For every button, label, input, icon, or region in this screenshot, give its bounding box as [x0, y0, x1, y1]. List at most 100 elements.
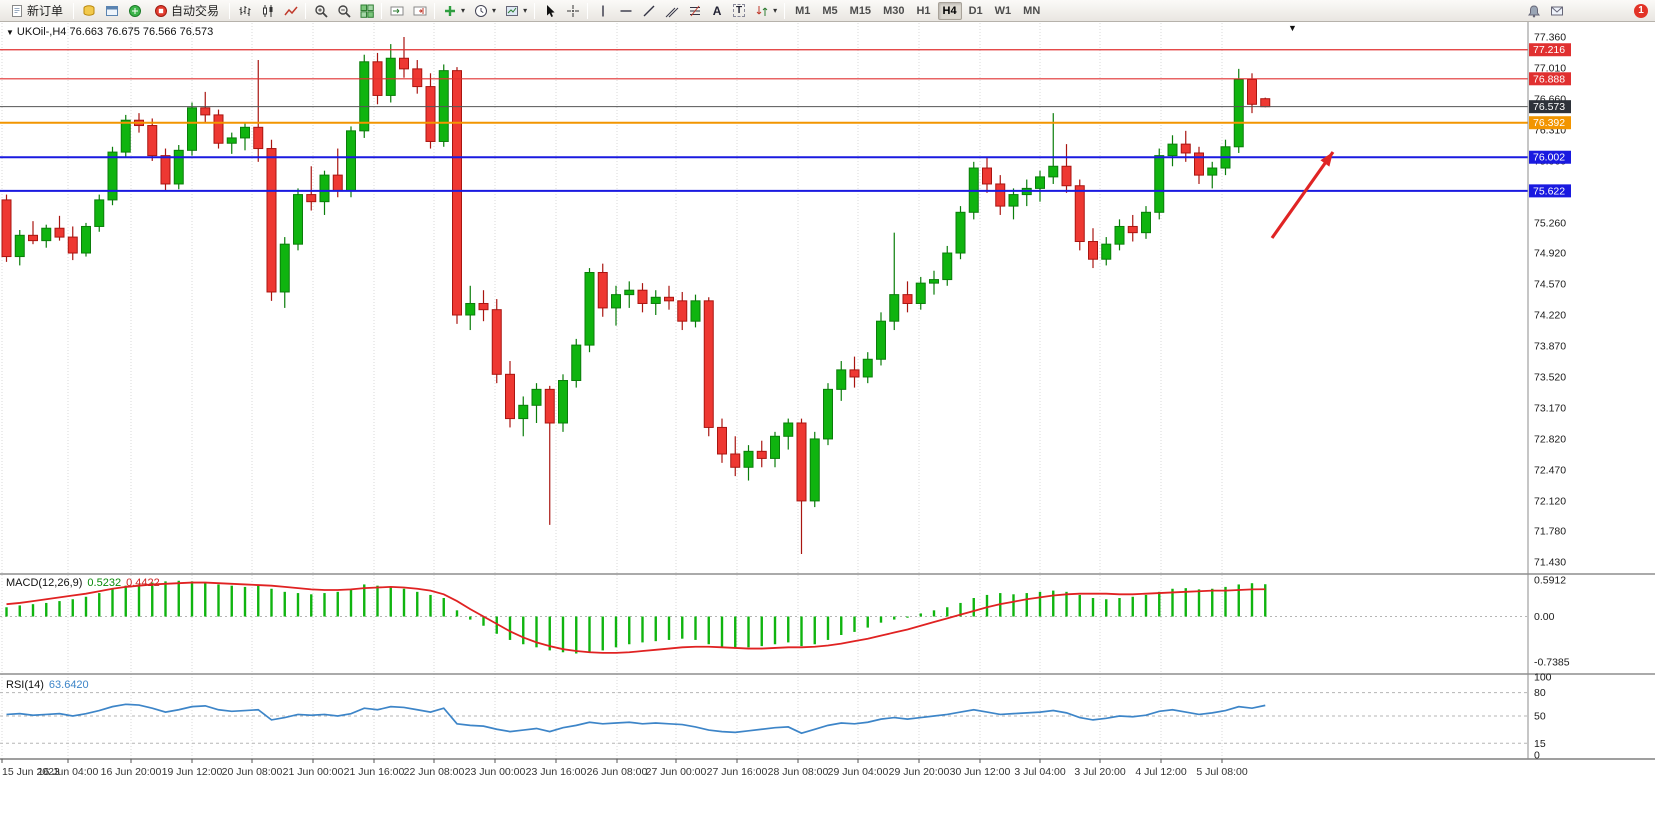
rsi-line: [6, 703, 1266, 735]
label-tool-button[interactable]: T: [728, 1, 750, 21]
zoom-in-button[interactable]: [309, 1, 332, 21]
trend-arrow-head[interactable]: [1320, 152, 1333, 167]
rsi-indicator-label: RSI(14) 63.6420: [6, 679, 89, 691]
price-axis[interactable]: [1528, 22, 1655, 759]
toolbar-separator: [434, 2, 436, 19]
bell-icon[interactable]: [1526, 3, 1541, 18]
candle-body: [915, 282, 926, 304]
candle-body: [1141, 211, 1151, 234]
candle-body: [1101, 243, 1112, 260]
toolbar: 新订单 自动交易: [0, 0, 1655, 22]
candle-body: [306, 194, 317, 203]
time-axis-label: 16 Jun 04:00: [38, 766, 99, 778]
price-badge-label: 76.002: [1533, 152, 1565, 164]
candle-body: [399, 57, 409, 70]
fibonacci-tool-button[interactable]: [683, 1, 706, 21]
chart-shift-button[interactable]: [408, 1, 431, 21]
timeframe-button-d1[interactable]: D1: [968, 4, 983, 17]
candle-body: [279, 243, 290, 293]
time-axis[interactable]: [0, 759, 1655, 828]
candle-body: [253, 126, 264, 150]
fibonacci-icon: [687, 3, 702, 18]
chevron-down-icon: ▾: [773, 6, 778, 15]
candle-body: [770, 435, 780, 459]
candle-body: [1048, 165, 1059, 178]
candle-body: [1154, 155, 1165, 213]
candle-body: [650, 296, 661, 304]
candle-body: [929, 279, 939, 284]
time-axis-label: 19 Jun 12:00: [162, 766, 223, 778]
zoom-out-button[interactable]: [332, 1, 355, 21]
templates-button[interactable]: ▾: [500, 1, 531, 21]
price-badge-label: 76.573: [1533, 101, 1565, 113]
timeframe-button-m30[interactable]: M30: [883, 4, 905, 17]
candle-body: [359, 61, 370, 132]
market-watch-button[interactable]: [77, 1, 100, 21]
rsi-axis-label: 100: [1534, 672, 1552, 684]
candle-body: [41, 227, 52, 242]
symbol-ohlc-label: UKOil-,H4 76.663 76.675 76.566 76.573: [16, 26, 214, 38]
autotrading-button[interactable]: 自动交易: [146, 1, 226, 21]
channel-tool-button[interactable]: [660, 1, 683, 21]
symbol-dropdown-icon[interactable]: ▼: [6, 28, 14, 37]
timeframe-button-m15[interactable]: M15: [849, 4, 872, 17]
label-icon: T: [733, 4, 746, 17]
trendline-icon: [641, 3, 656, 18]
auto-scroll-button[interactable]: [385, 1, 408, 21]
cursor-button[interactable]: [538, 1, 561, 21]
candle-body: [1260, 98, 1271, 108]
chart-shift-marker[interactable]: ▼: [1288, 23, 1297, 33]
candlestick-chart-button[interactable]: [256, 1, 279, 21]
rsi-panel[interactable]: [0, 675, 1528, 759]
candle-body: [611, 294, 621, 309]
arrows-tool-button[interactable]: ▾: [750, 1, 781, 21]
timeframe-button-m1[interactable]: M1: [795, 4, 811, 17]
timeframe-button-h1[interactable]: H1: [916, 4, 931, 17]
chart-canvas[interactable]: 77.36077.01076.66076.31075.96075.26074.9…: [0, 22, 1655, 828]
zoom-in-icon: [313, 3, 328, 18]
timeframe-group: M1 M5 M15 M30 H1 H4 D1 W1 MN: [790, 1, 1045, 20]
navigator-button[interactable]: [123, 1, 146, 21]
time-axis-label: 27 Jun 00:00: [646, 766, 707, 778]
candle-body: [730, 453, 741, 468]
toolbar-separator: [587, 2, 589, 19]
candle-body: [809, 438, 820, 502]
time-axis-label: 20 Jun 08:00: [222, 766, 283, 778]
indicators-button[interactable]: ▾: [438, 1, 469, 21]
trend-arrow-object[interactable]: [1270, 151, 1335, 239]
data-window-button[interactable]: [100, 1, 123, 21]
mail-icon[interactable]: [1549, 3, 1564, 18]
candle-body: [624, 289, 635, 296]
timeframe-button-h4[interactable]: H4: [937, 1, 962, 20]
periods-button[interactable]: ▾: [469, 1, 500, 21]
timeframe-button-mn[interactable]: MN: [1023, 4, 1041, 17]
clock-icon: [473, 3, 488, 18]
bar-chart-button[interactable]: [233, 1, 256, 21]
timeframe-button-w1[interactable]: W1: [994, 4, 1012, 17]
macd-panel[interactable]: [0, 575, 1528, 673]
toolbar-separator: [229, 2, 231, 19]
price-axis-label: 73.870: [1534, 340, 1566, 352]
crosshair-button[interactable]: [561, 1, 584, 21]
macd-indicator-label: MACD(12,26,9) 0.5232 0.4422: [6, 577, 160, 589]
time-axis-label: 4 Jul 12:00: [1135, 766, 1187, 778]
trendline-tool-button[interactable]: [637, 1, 660, 21]
text-tool-button[interactable]: A: [706, 1, 728, 21]
candle-body: [1194, 152, 1204, 176]
main-chart-plot-area[interactable]: [0, 22, 1528, 574]
line-chart-button[interactable]: [279, 1, 302, 21]
candle-body: [319, 174, 330, 203]
new-order-label: 新订单: [27, 4, 64, 18]
price-axis-label: 77.010: [1534, 62, 1566, 74]
tile-windows-button[interactable]: [355, 1, 378, 21]
new-order-button[interactable]: 新订单: [2, 1, 70, 21]
vertical-line-tool-button[interactable]: [591, 1, 614, 21]
time-axis-label: 23 Jun 16:00: [526, 766, 587, 778]
price-badge-label: 77.216: [1533, 44, 1565, 56]
horizontal-line-tool-button[interactable]: [614, 1, 637, 21]
candle-body: [412, 68, 423, 88]
tile-windows-icon: [359, 3, 374, 18]
time-axis-label: 29 Jun 04:00: [828, 766, 889, 778]
timeframe-button-m5[interactable]: M5: [822, 4, 838, 17]
notification-badge[interactable]: 1: [1634, 3, 1648, 18]
